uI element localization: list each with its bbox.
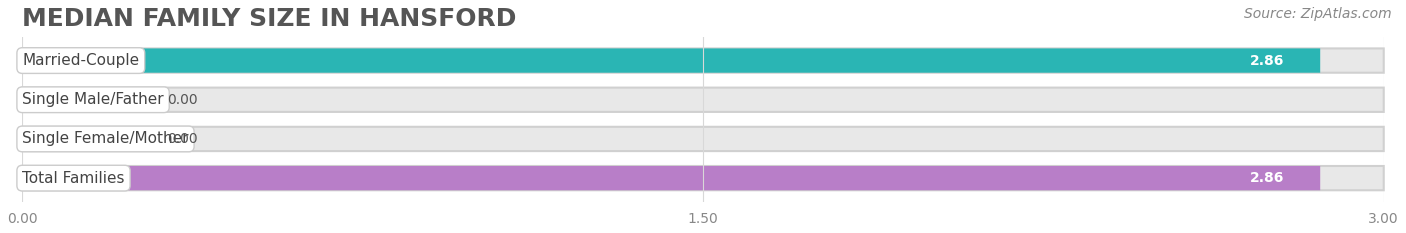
FancyBboxPatch shape [22,88,1384,112]
Text: Married-Couple: Married-Couple [22,53,139,68]
Text: Single Female/Mother: Single Female/Mother [22,131,188,146]
FancyBboxPatch shape [22,127,149,151]
FancyBboxPatch shape [22,88,149,112]
Text: 0.00: 0.00 [167,93,198,107]
Text: 2.86: 2.86 [1250,54,1284,68]
Text: Single Male/Father: Single Male/Father [22,92,165,107]
Text: 0.00: 0.00 [167,132,198,146]
FancyBboxPatch shape [22,166,1320,190]
Text: 2.86: 2.86 [1250,171,1284,185]
Text: MEDIAN FAMILY SIZE IN HANSFORD: MEDIAN FAMILY SIZE IN HANSFORD [22,7,516,31]
FancyBboxPatch shape [22,48,1384,73]
FancyBboxPatch shape [22,166,1384,190]
Text: Total Families: Total Families [22,171,125,186]
FancyBboxPatch shape [22,48,1320,73]
FancyBboxPatch shape [22,127,1384,151]
Text: Source: ZipAtlas.com: Source: ZipAtlas.com [1244,7,1392,21]
